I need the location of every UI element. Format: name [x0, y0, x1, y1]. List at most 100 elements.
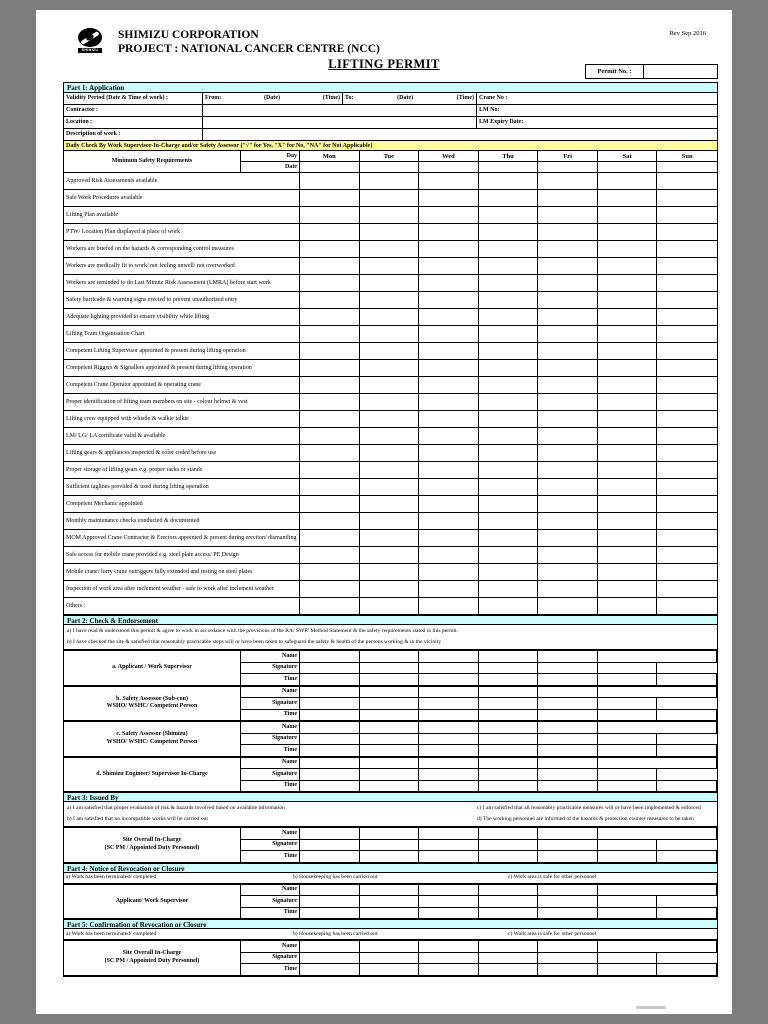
- signature-cell: [538, 698, 598, 710]
- name-row-label: Name: [241, 722, 300, 734]
- time-cell: [597, 851, 658, 863]
- date-cell: [597, 162, 658, 173]
- daily-check-cell: [419, 462, 479, 479]
- daily-check-cell: [597, 479, 658, 496]
- company-name: SHIMIZU CORPORATION: [118, 29, 259, 41]
- daily-check-cell: [657, 462, 717, 479]
- name-cell: [300, 686, 360, 698]
- signature-cell: [478, 896, 539, 908]
- part5-header: Part 5: Confirmation of Revocation or Cl…: [64, 919, 717, 929]
- signature-cell: [419, 839, 479, 851]
- daily-check-cell: [597, 309, 658, 326]
- daily-check-cell: [300, 530, 360, 547]
- daily-check-cell: [538, 173, 598, 190]
- checklist-item-label: Approved Risk Assessments available: [64, 173, 300, 190]
- time-cell: [419, 907, 479, 919]
- day-col-sun: Sun: [657, 151, 717, 162]
- checklist-row: Competent Lifting Supervisor appointed &…: [64, 343, 717, 360]
- daily-check-cell: [419, 241, 479, 258]
- daily-check-cell: [300, 258, 360, 275]
- time-row-label: Time: [241, 964, 300, 976]
- daily-check-cell: [359, 394, 420, 411]
- to-label: To:: [345, 95, 354, 101]
- daily-check-cell: [478, 445, 539, 462]
- signature-block: d. Shimizu Engineer/ Supervisor In-Charg…: [64, 756, 717, 792]
- crane-no-field: Crane No :: [477, 93, 717, 105]
- name-row-label: Name: [241, 884, 300, 896]
- daily-check-cell: [538, 479, 598, 496]
- checklist-item-label: Adequate lighting provided to ensure vis…: [64, 309, 300, 326]
- signature-cell: [597, 839, 658, 851]
- from-time-placeholder: (Time): [322, 95, 340, 101]
- time-cell: [300, 709, 360, 721]
- checklist-row: Proper identification of lifting team me…: [64, 394, 717, 411]
- time-cell: [359, 964, 420, 976]
- checklist-row: Proper storage of lifting gears e.g. pro…: [64, 462, 717, 479]
- daily-check-cell: [657, 394, 717, 411]
- part3-signature-block: Site Overall In-Charge (SC PM / Appointe…: [64, 827, 717, 863]
- signature-cell: [597, 769, 658, 781]
- daily-check-cell: [478, 496, 539, 513]
- time-cell: [538, 851, 598, 863]
- daily-check-cell: [478, 479, 539, 496]
- location-value: [203, 117, 477, 129]
- checklist-item-label: Mobile crane/ lorry crane outriggers ful…: [64, 564, 300, 581]
- checklist-row: Safety barricade & warning signs erected…: [64, 292, 717, 309]
- daily-check-cell: [419, 598, 479, 615]
- daily-check-cell: [359, 547, 420, 564]
- daily-check-cell: [597, 292, 658, 309]
- signature-cell: [478, 698, 539, 710]
- time-row-label: Time: [241, 851, 300, 863]
- time-cell: [538, 674, 598, 686]
- signature-cell: [359, 839, 420, 851]
- time-row-label: Time: [241, 709, 300, 721]
- daily-check-cell: [419, 377, 479, 394]
- date-label: Date: [241, 162, 300, 173]
- daily-check-cell: [419, 581, 479, 598]
- daily-check-cell: [657, 275, 717, 292]
- daily-check-cell: [657, 496, 717, 513]
- time-cell: [419, 964, 479, 976]
- daily-check-cell: [538, 224, 598, 241]
- daily-check-cell: [657, 598, 717, 615]
- time-cell: [538, 907, 598, 919]
- daily-check-cell: [538, 394, 598, 411]
- time-cell: [657, 964, 717, 976]
- daily-check-cell: [419, 360, 479, 377]
- time-cell: [597, 964, 658, 976]
- checklist-item-label: Workers are reminded to do Last Minute R…: [64, 275, 300, 292]
- daily-check-cell: [538, 598, 598, 615]
- daily-check-cell: [538, 513, 598, 530]
- daily-check-cell: [300, 292, 360, 309]
- daily-check-cell: [359, 173, 420, 190]
- description-label: Description of work :: [64, 129, 203, 141]
- name-cell: [657, 651, 717, 663]
- daily-check-cell: [478, 241, 539, 258]
- signature-cell: [478, 662, 539, 674]
- daily-check-cell: [478, 598, 539, 615]
- name-cell: [657, 757, 717, 769]
- daily-check-cell: [657, 530, 717, 547]
- name-cell: [538, 884, 598, 896]
- micro-watermark: [636, 1006, 666, 1009]
- day-col-sat: Sat: [597, 151, 658, 162]
- checklist-rows: Approved Risk Assessments available Safe…: [64, 173, 717, 615]
- name-cell: [538, 686, 598, 698]
- signatory-label: d. Shimizu Engineer/ Supervisor In-Charg…: [64, 757, 241, 792]
- daily-check-cell: [300, 513, 360, 530]
- checklist-row: Safe access for mobile crane provided e.…: [64, 547, 717, 564]
- signature-cell: [597, 662, 658, 674]
- daily-check-cell: [597, 224, 658, 241]
- name-cell: [419, 941, 479, 953]
- signature-block: b. Safety Assessor (Sub-con) WSHO/ WSHC/…: [64, 685, 717, 721]
- validity-to-cell: To: (Date) (Time): [343, 93, 477, 105]
- daily-check-cell: [538, 547, 598, 564]
- signature-cell: [300, 769, 360, 781]
- name-cell: [597, 941, 658, 953]
- signature-cell: [538, 839, 598, 851]
- daily-check-cell: [300, 275, 360, 292]
- time-cell: [359, 745, 420, 757]
- daily-check-cell: [657, 224, 717, 241]
- daily-check-cell: [359, 428, 420, 445]
- daily-check-cell: [478, 224, 539, 241]
